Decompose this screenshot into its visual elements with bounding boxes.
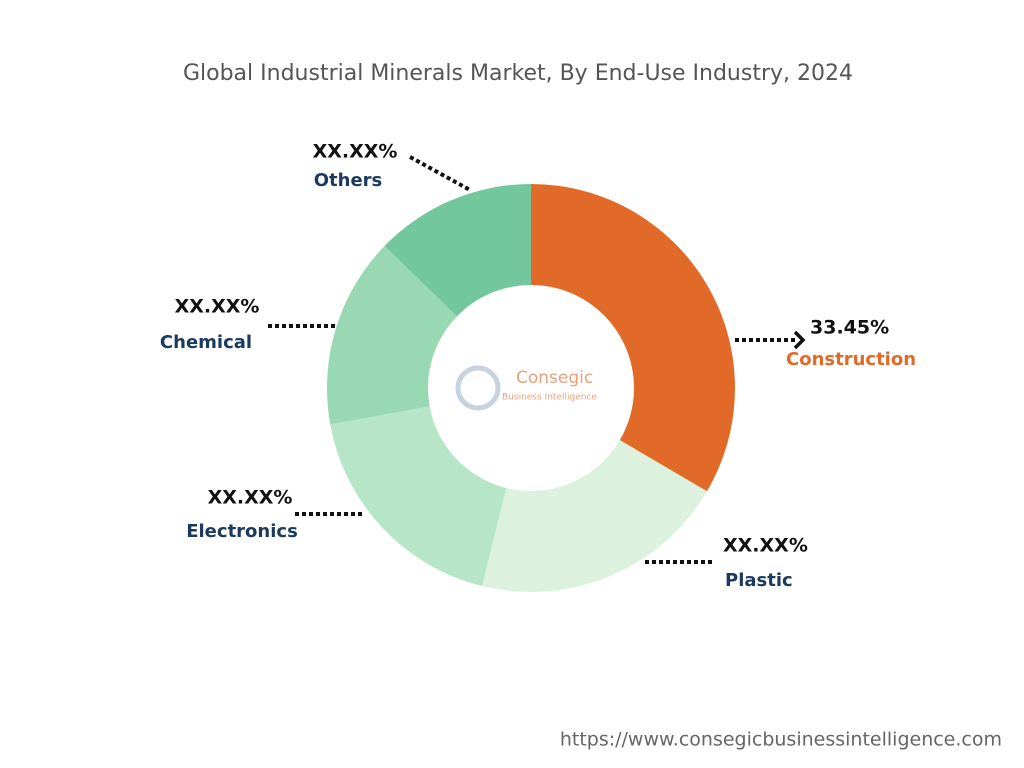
- leader-line: [409, 155, 471, 192]
- value-label: XX.XX%: [208, 487, 293, 509]
- value-label: 33.45%: [810, 317, 889, 339]
- watermark: Consegic Business Intelligence: [455, 365, 597, 411]
- slice: [384, 184, 531, 317]
- footer-url: https://www.consegicbusinessintelligence…: [560, 729, 1002, 751]
- category-label: Others: [314, 170, 383, 191]
- category-label: Plastic: [725, 570, 793, 591]
- slice: [531, 184, 735, 492]
- value-label: XX.XX%: [723, 535, 808, 557]
- category-label: Construction: [786, 349, 916, 370]
- category-label: Electronics: [186, 521, 298, 542]
- logo-name: Consegic: [516, 368, 593, 388]
- value-label: XX.XX%: [175, 296, 260, 318]
- slice: [326, 246, 458, 425]
- leader-arrow: [793, 330, 806, 350]
- category-label: Chemical: [160, 332, 252, 353]
- donut: [326, 184, 735, 592]
- logo-tagline: Business Intelligence: [502, 393, 597, 403]
- value-label: XX.XX%: [313, 141, 398, 163]
- logo-icon: [455, 365, 501, 411]
- chart-title: Global Industrial Minerals Market, By En…: [183, 61, 853, 86]
- slice: [482, 440, 707, 592]
- slice: [330, 406, 507, 587]
